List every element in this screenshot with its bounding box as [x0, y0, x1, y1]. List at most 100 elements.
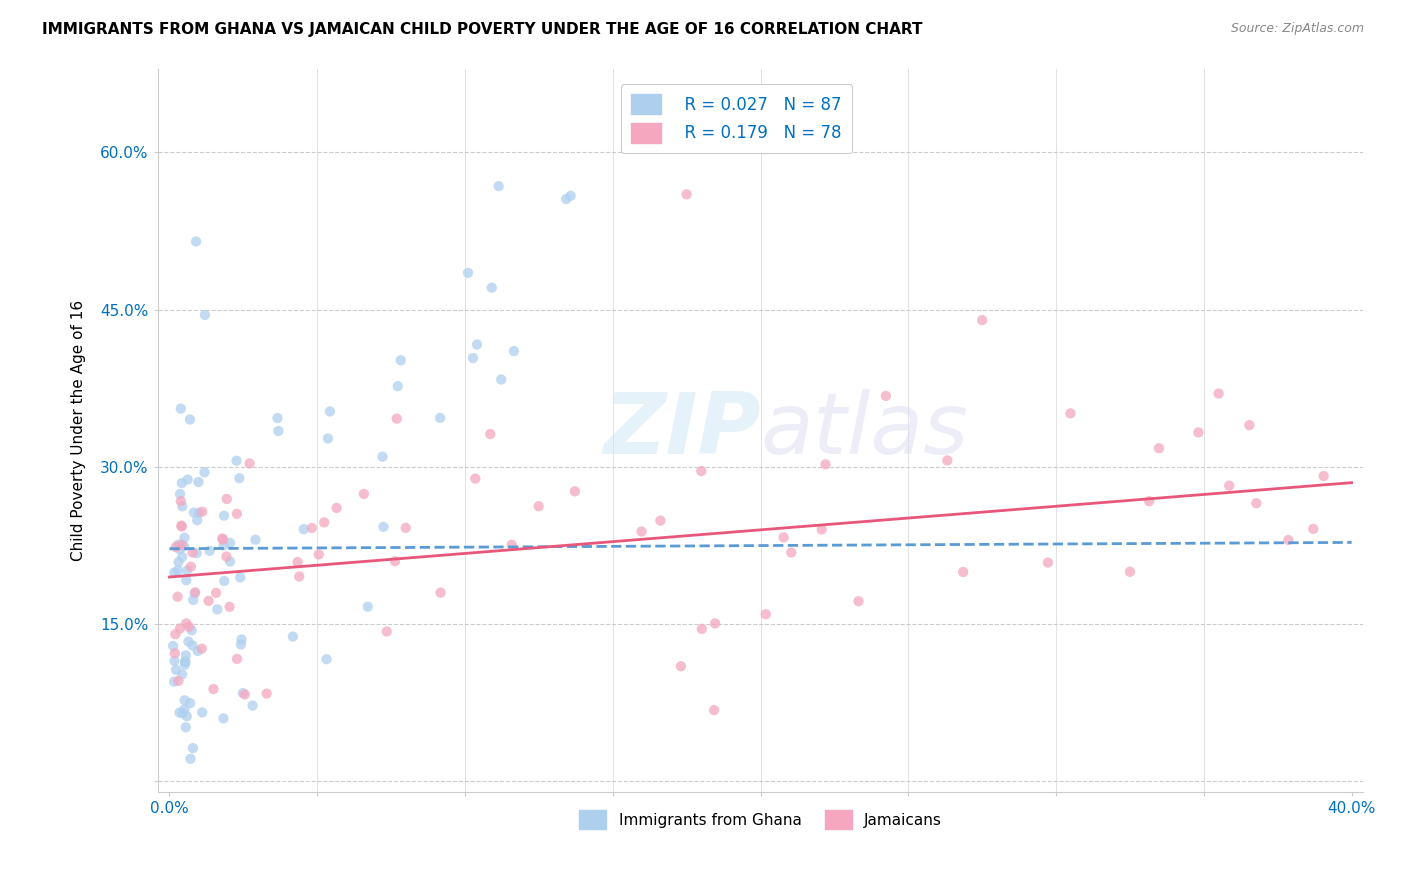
Point: [211, 532, 233, 546]
Point: [163, 674, 186, 689]
Point: [429, 410, 451, 425]
Point: [229, 638, 252, 652]
Point: [215, 549, 238, 564]
Point: [187, 644, 209, 658]
Point: [1246, 496, 1268, 510]
Point: [389, 353, 412, 368]
Point: [226, 652, 249, 666]
Point: [288, 569, 311, 583]
Point: [371, 450, 394, 464]
Point: [429, 585, 451, 599]
Point: [202, 681, 225, 696]
Point: [167, 538, 190, 552]
Point: [170, 519, 193, 533]
Point: [179, 620, 201, 634]
Point: [173, 531, 195, 545]
Point: [193, 465, 215, 479]
Point: [187, 475, 209, 489]
Point: [174, 648, 197, 663]
Point: [564, 484, 586, 499]
Point: [810, 523, 832, 537]
Point: [814, 458, 837, 472]
Point: [301, 521, 323, 535]
Point: [184, 585, 207, 599]
Point: [375, 624, 398, 639]
Point: [703, 703, 725, 717]
Point: [650, 514, 672, 528]
Point: [191, 706, 214, 720]
Point: [952, 565, 974, 579]
Point: [183, 586, 205, 600]
Point: [165, 663, 187, 677]
Point: [630, 524, 652, 539]
Point: [316, 432, 339, 446]
Point: [772, 530, 794, 544]
Point: [780, 545, 803, 559]
Point: [501, 538, 523, 552]
Point: [690, 622, 713, 636]
Point: [1239, 418, 1261, 433]
Point: [1277, 533, 1299, 547]
Point: [198, 544, 221, 558]
Point: [256, 687, 278, 701]
Point: [1302, 522, 1324, 536]
Point: [188, 506, 211, 520]
Point: [176, 564, 198, 578]
Point: [281, 630, 304, 644]
Point: [176, 709, 198, 723]
Point: [184, 235, 207, 249]
Point: [690, 464, 713, 478]
Point: [560, 188, 582, 202]
Point: [169, 622, 191, 636]
Point: [212, 574, 235, 588]
Point: [384, 554, 406, 568]
Point: [173, 540, 195, 554]
Point: [172, 706, 194, 721]
Point: [181, 639, 204, 653]
Point: [315, 652, 337, 666]
Point: [170, 518, 193, 533]
Point: [1059, 406, 1081, 420]
Point: [464, 472, 486, 486]
Point: [219, 536, 242, 550]
Point: [353, 487, 375, 501]
Point: [308, 548, 330, 562]
Point: [205, 586, 228, 600]
Point: [1208, 386, 1230, 401]
Point: [1312, 469, 1334, 483]
Point: [325, 500, 347, 515]
Point: [173, 693, 195, 707]
Point: [555, 192, 578, 206]
Point: [172, 500, 194, 514]
Point: [180, 559, 202, 574]
Point: [219, 554, 242, 568]
Point: [177, 634, 200, 648]
Point: [373, 520, 395, 534]
Point: [972, 313, 994, 327]
Point: [194, 308, 217, 322]
Point: [266, 411, 288, 425]
Point: [169, 487, 191, 501]
Point: [385, 411, 408, 425]
Point: [226, 507, 249, 521]
Point: [174, 655, 197, 669]
Point: [191, 641, 214, 656]
Point: [172, 667, 194, 681]
Point: [875, 389, 897, 403]
Point: [228, 471, 250, 485]
Legend: Immigrants from Ghana, Jamaicans: Immigrants from Ghana, Jamaicans: [572, 804, 948, 835]
Point: [387, 379, 409, 393]
Point: [169, 706, 191, 720]
Point: [1187, 425, 1209, 440]
Point: [167, 555, 190, 569]
Point: [212, 538, 235, 552]
Point: [848, 594, 870, 608]
Point: [176, 473, 198, 487]
Point: [755, 607, 778, 622]
Text: ZIP: ZIP: [603, 389, 761, 472]
Point: [181, 545, 204, 559]
Point: [165, 627, 187, 641]
Y-axis label: Child Poverty Under the Age of 16: Child Poverty Under the Age of 16: [72, 300, 86, 561]
Point: [170, 494, 193, 508]
Point: [163, 566, 186, 580]
